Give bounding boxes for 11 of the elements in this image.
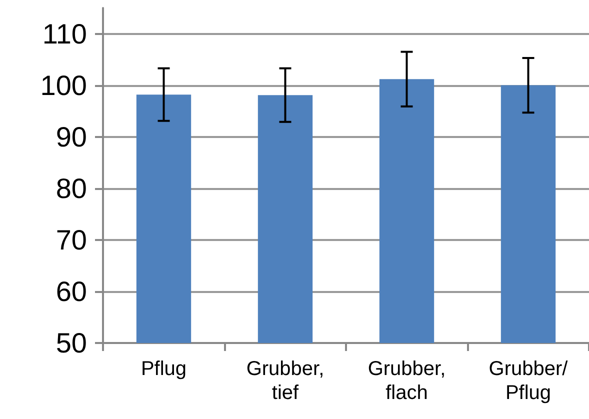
y-tick-label: 80	[56, 172, 87, 204]
x-tick-label: Pflug	[140, 358, 187, 380]
y-tick-label: 70	[56, 224, 87, 256]
y-tick-label: 90	[56, 121, 87, 152]
y-tick-label: 110	[42, 18, 87, 50]
x-tick-label: Grubber/Pflug	[488, 358, 568, 404]
x-tick-label: Grubber, tief	[246, 358, 324, 404]
x-tick-label: Grubber, flach	[368, 358, 446, 404]
y-tick-label: 60	[56, 276, 87, 307]
y-tick-label: 50	[56, 328, 87, 358]
y-tick-label: 100	[40, 70, 87, 101]
